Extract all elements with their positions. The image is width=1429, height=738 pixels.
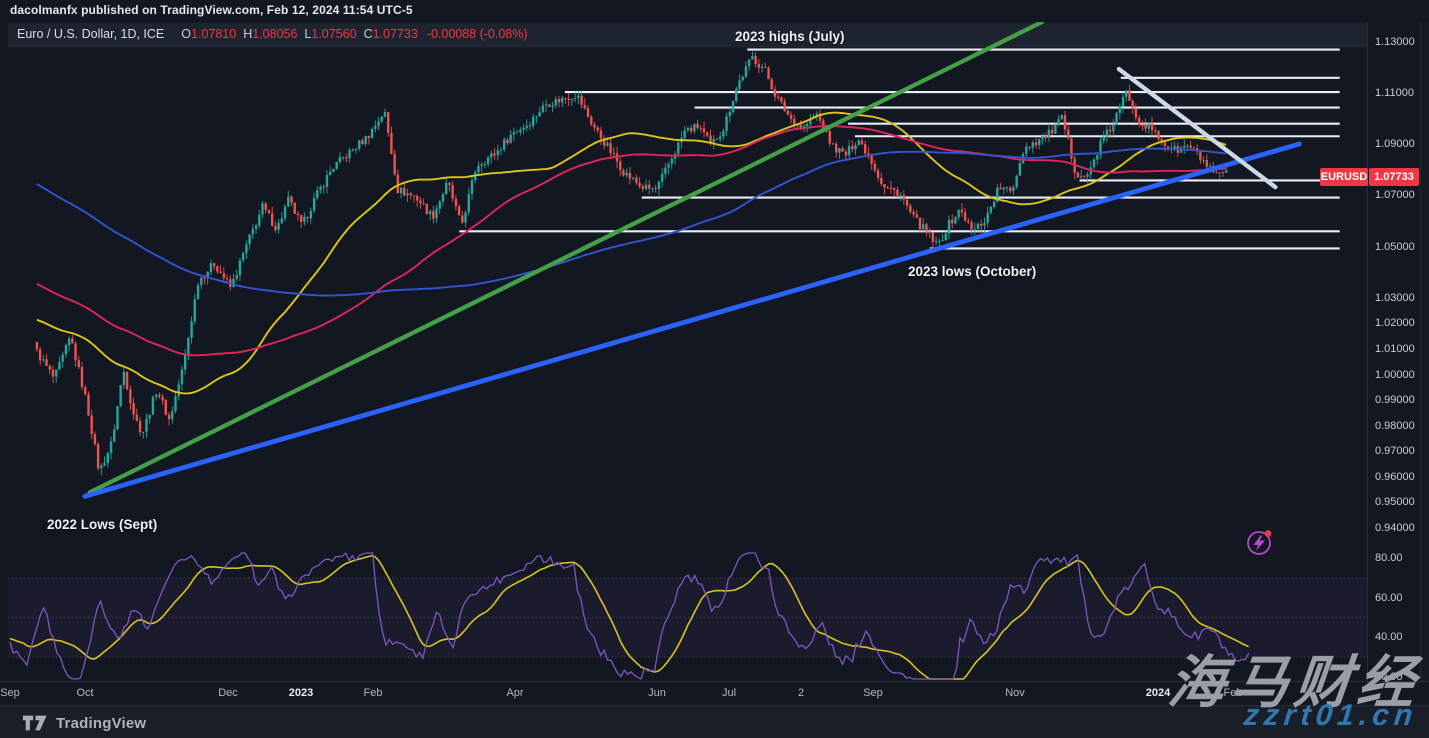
ohlc-high-value: 1.08056 <box>252 27 298 41</box>
ohlc-close-value: 1.07733 <box>372 27 418 41</box>
time-axis-label: 2023 <box>288 687 314 699</box>
tradingview-logo-text: TradingView <box>56 714 147 732</box>
rsi-line <box>9 551 1250 680</box>
time-axis-label: Sep <box>0 687 20 699</box>
symbol-description[interactable]: Euro / U.S. Dollar, 1D, ICE <box>17 27 165 41</box>
time-axis-label: Jun <box>648 687 666 699</box>
ma-line-100 <box>36 125 1227 357</box>
symbol-legend[interactable]: Euro / U.S. Dollar, 1D, ICE O1.07810 H1.08… <box>17 27 528 45</box>
main-chart-canvas[interactable] <box>0 22 1367 551</box>
change-value: -0.00088 (-0.08%) <box>426 27 528 41</box>
rsi-band-fill <box>8 577 1367 658</box>
ohlc-close-label: C <box>363 27 373 41</box>
watermark-url: zzrt01.cn <box>1241 699 1419 732</box>
price-axis-label: 0.99000 <box>1375 394 1415 407</box>
price-axis-label: 1.05000 <box>1375 240 1415 253</box>
price-axis-label: 0.95000 <box>1375 496 1415 509</box>
alert-notification-dot <box>1264 530 1272 537</box>
rsi-ma-line <box>9 554 1250 680</box>
rsi-axis-label: 80.00 <box>1375 552 1403 564</box>
ohlc-open-label: O <box>181 27 192 41</box>
legend-band <box>8 23 1367 48</box>
time-axis-label: Dec <box>218 687 238 699</box>
ma-line-200 <box>36 147 1227 297</box>
price-axis-label: 0.96000 <box>1375 470 1415 483</box>
annotation-2022-lows[interactable]: 2022 Lows (Sept) <box>47 517 158 532</box>
lightning-bolt-icon <box>1247 530 1272 555</box>
annotation-2023-lows[interactable]: 2023 lows (October) <box>908 264 1037 279</box>
rsi-axis-label: 20.00 <box>1375 670 1403 683</box>
trendline-blue-uptrend-from-2022-lows[interactable] <box>82 141 1302 499</box>
candle-wicks-down <box>36 52 1224 471</box>
price-axis-label: 1.00000 <box>1375 368 1415 381</box>
price-axis-label: 0.97000 <box>1375 445 1415 458</box>
publisher-bar: dacolmanfx published on TradingView.com,… <box>0 0 1429 22</box>
rsi-pane-canvas[interactable] <box>0 551 1367 681</box>
time-axis-label: 2 <box>797 687 805 699</box>
trendline-green-uptrend-from-2022-lows[interactable] <box>87 22 1045 495</box>
trendline-white-downtrend-from-dec-2023[interactable] <box>1116 66 1278 190</box>
candle-wicks-up <box>42 51 1227 476</box>
axis-right-strip <box>1420 22 1429 705</box>
time-axis-label: 2024 <box>1145 687 1171 699</box>
ohlc-high-label: H <box>243 27 253 41</box>
lightning-alert-button[interactable] <box>1241 524 1277 560</box>
candle-bodies-down <box>35 56 1225 469</box>
bottom-bar: TradingView <box>0 705 1429 738</box>
time-axis-label: Feb <box>1223 687 1243 699</box>
time-axis-label: Oct <box>76 687 94 699</box>
price-axis-label: 1.11000 <box>1375 87 1414 100</box>
time-axis-label: Feb <box>363 687 383 699</box>
price-axis-label: 0.98000 <box>1375 419 1415 432</box>
price-axis-label: 1.02000 <box>1375 317 1415 330</box>
price-axis-label: 1.03000 <box>1375 291 1415 304</box>
annotation-2023-highs[interactable]: 2023 highs (July) <box>735 29 845 44</box>
time-axis-label: Apr <box>506 687 524 699</box>
tradingview-logo[interactable]: TradingView <box>22 713 146 733</box>
price-scale[interactable]: 1.13000 1.11000 1.09000 1.07000 1.05000 1.030… <box>1367 22 1429 705</box>
publisher-text: dacolmanfx published on TradingView.com,… <box>10 3 413 17</box>
rsi-axis-label: 40.00 <box>1375 631 1403 644</box>
price-axis-label: 1.09000 <box>1375 138 1415 151</box>
tradingview-logo-icon <box>22 715 47 731</box>
time-axis-label: Jul <box>721 687 737 699</box>
price-axis-label: 1.01000 <box>1375 342 1415 355</box>
ma-line-50 <box>36 111 1227 395</box>
time-scale[interactable]: Sep Oct Dec 2023 Feb Apr Jun Jul 2 Sep Nov 2024 Feb <box>0 681 1429 706</box>
time-axis-label: Sep <box>863 687 883 699</box>
ohlc-low-label: L <box>304 27 312 41</box>
ohlc-open-value: 1.07810 <box>191 27 237 41</box>
price-axis-label: 1.07000 <box>1375 189 1415 202</box>
last-price-badge-value: 1.07733 <box>1369 167 1419 186</box>
last-price-badge-symbol: EURUSD <box>1320 167 1368 186</box>
rsi-axis-label: 60.00 <box>1375 591 1403 604</box>
candle-bodies-up <box>42 56 1228 469</box>
ohlc-low-value: 1.07560 <box>311 27 357 41</box>
price-axis-label: 0.94000 <box>1375 522 1415 535</box>
time-axis-label: Nov <box>1005 687 1025 699</box>
price-axis-label: 1.13000 <box>1375 36 1415 48</box>
